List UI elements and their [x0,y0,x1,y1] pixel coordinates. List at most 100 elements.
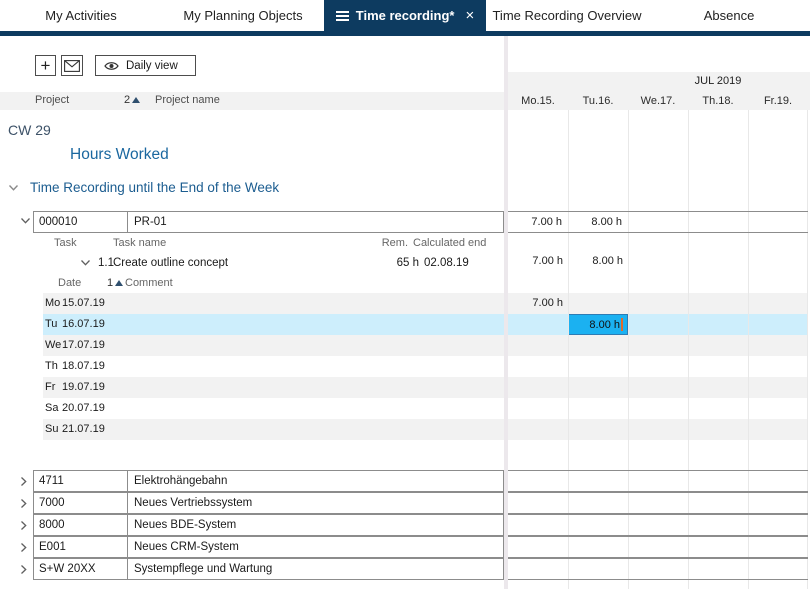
project-name-cell[interactable]: Systempflege und Wartung [128,559,504,579]
day-header-tu[interactable]: Tu.16. [582,95,614,107]
day-label: Tu [45,318,58,330]
grid-column-line [748,110,749,589]
project-row-7000[interactable]: 7000 Neues Vertriebssystem [21,492,808,514]
date-label: 18.07.19 [62,360,105,372]
task-hours-tu[interactable]: 8.00 h [592,255,623,267]
date-row-su[interactable]: Su 21.07.19 [43,419,808,440]
day-header-mo[interactable]: Mo.15. [521,95,555,107]
grid-column-line [628,110,629,589]
date-column-header: Date [58,277,82,289]
hours-edit-cell-tu[interactable]: 8.00 h [568,314,628,335]
day-header-fr[interactable]: Fr.19. [763,95,793,107]
date-row-th[interactable]: Th 18.07.19 [43,356,808,377]
date-label: 15.07.19 [62,297,105,309]
chevron-right-icon[interactable] [20,498,28,509]
sort-ascending-icon [132,97,141,103]
close-icon[interactable]: × [465,7,475,24]
project-id-cell[interactable]: S+W 20XX [33,559,128,579]
eye-icon [104,61,119,71]
day-label: Fr [45,381,56,393]
project-id-cell[interactable]: 7000 [33,493,128,513]
chevron-right-icon[interactable] [20,564,28,575]
text-cursor [621,318,623,331]
project-id-cell[interactable]: 000010 [33,212,128,232]
day-label: Th [45,360,58,372]
project-row-pr01[interactable]: 000010 PR-01 7.00 h 8.00 h [21,211,808,233]
grid-column-line [807,110,808,589]
sort-indicator-date[interactable]: 1 [107,277,124,289]
task-calculated-end: 02.08.19 [424,257,469,269]
task-name[interactable]: Create outline concept [113,257,229,269]
plus-icon: + [40,56,51,75]
date-row-sa[interactable]: Sa 20.07.19 [43,398,808,419]
tab-time-recording[interactable]: Time recording* × [324,0,486,31]
hours-worked-label: Hours Worked [70,146,169,163]
project-hours-tu[interactable]: 8.00 h [591,216,622,228]
hours-cell-mo[interactable]: 7.00 h [532,297,563,309]
day-label: Su [45,423,59,435]
project-row-8000[interactable]: 8000 Neues BDE-System [21,514,808,536]
task-id[interactable]: 1.1 [98,257,114,269]
add-button[interactable]: + [35,55,56,76]
tab-absence[interactable]: Absence [648,0,810,31]
project-row-4711[interactable]: 4711 Elektrohängebahn [21,470,808,492]
view-selector-button[interactable]: Daily view [95,55,196,76]
project-id-cell[interactable]: 8000 [33,515,128,535]
date-row-fr[interactable]: Fr 19.07.19 [43,377,808,398]
date-row-we[interactable]: We 17.07.19 [43,335,808,356]
project-id-cell[interactable]: E001 [33,537,128,557]
comment-column-header: Comment [125,277,173,289]
tab-label: Time Recording Overview [492,8,642,23]
date-label: 17.07.19 [62,339,105,351]
chevron-right-icon[interactable] [20,520,28,531]
chevron-down-icon[interactable] [80,259,91,267]
project-name-cell[interactable]: Neues CRM-System [128,537,504,557]
sort-ascending-icon [115,280,124,286]
project-name-cell[interactable]: Neues BDE-System [128,515,504,535]
chevron-right-icon[interactable] [20,542,28,553]
project-name-cell[interactable]: Elektrohängebahn [128,471,504,491]
month-label: JUL 2019 [694,75,742,87]
chevron-down-icon[interactable] [8,184,19,192]
tab-bar: My Activities My Planning Objects Time r… [0,0,810,31]
project-name-cell[interactable]: PR-01 [128,212,504,232]
date-row-mo[interactable]: Mo 15.07.19 7.00 h [43,293,808,314]
day-header-we[interactable]: We.17. [640,95,676,107]
hours-edit-value: 8.00 h [589,318,620,331]
date-label: 16.07.19 [62,318,105,330]
day-header-th[interactable]: Th.18. [702,95,734,107]
pane-splitter[interactable] [504,36,508,589]
tab-menu-icon[interactable] [335,10,349,21]
calendar-week-label: CW 29 [8,122,51,138]
column-header-project-name[interactable]: Project name [155,94,220,106]
table-header-band [0,92,504,110]
project-row-sw20xx[interactable]: S+W 20XX Systempflege und Wartung [21,558,808,580]
tab-label: My Planning Objects [183,8,303,23]
column-header-project[interactable]: Project [35,94,70,106]
calendar-header-band [508,72,810,110]
project-id-cell[interactable]: 4711 [33,471,128,491]
chevron-down-icon[interactable] [20,217,31,225]
project-name-cell[interactable]: Neues Vertriebssystem [128,493,504,513]
calculated-end-column-header: Calculated end [413,237,487,249]
day-label: We [45,339,62,351]
project-hours-mo[interactable]: 7.00 h [531,216,562,228]
project-row-e001[interactable]: E001 Neues CRM-System [21,536,808,558]
tab-my-planning-objects[interactable]: My Planning Objects [162,0,324,31]
section-title[interactable]: Time Recording until the End of the Week [30,180,280,195]
task-hours-mo[interactable]: 7.00 h [532,255,563,267]
tab-my-activities[interactable]: My Activities [0,0,162,31]
date-label: 19.07.19 [62,381,105,393]
chevron-right-icon[interactable] [20,476,28,487]
tab-label: Time recording* [355,8,455,23]
tab-time-recording-overview[interactable]: Time Recording Overview [486,0,648,31]
tab-label: Absence [703,8,755,23]
date-row-tu-selected[interactable]: Tu 16.07.19 8.00 h [43,314,808,335]
sort-indicator-project[interactable]: 2 [124,94,141,106]
day-label: Sa [45,402,59,414]
task-remaining-hours: 65 h [396,257,419,269]
mail-button[interactable] [61,55,83,76]
view-selector-label: Daily view [126,59,178,72]
envelope-icon [64,59,80,72]
